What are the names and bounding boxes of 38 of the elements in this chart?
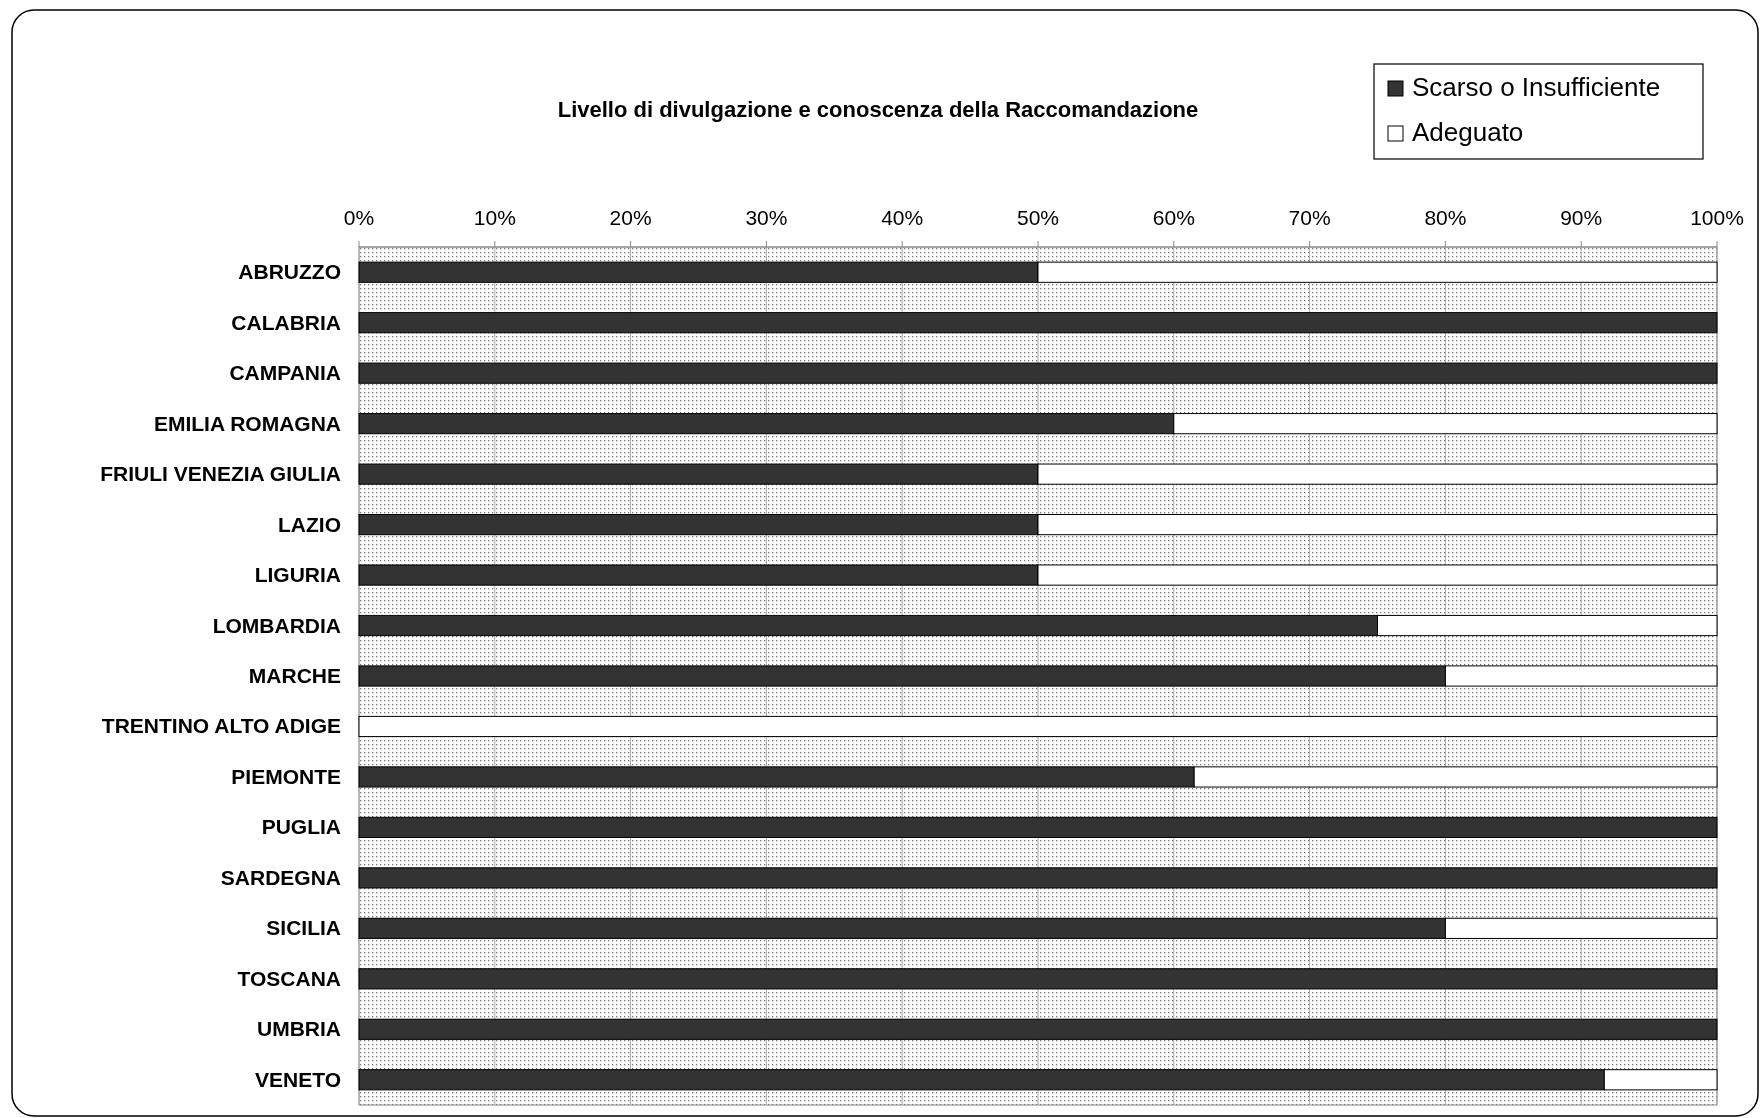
bar	[358, 1018, 1718, 1040]
bar	[358, 816, 1718, 839]
x-tick-label: 50%	[1016, 206, 1060, 229]
y-tick-label: ABRUZZO	[238, 260, 341, 284]
y-tick-label: MARCHE	[248, 664, 341, 687]
y-tick-label: CAMPANIA	[229, 361, 341, 385]
x-tick-label: 20%	[609, 206, 652, 229]
y-tick-label: VENETO	[255, 1067, 341, 1091]
bar	[358, 312, 1718, 334]
y-tick-label: PUGLIA	[261, 815, 341, 839]
y-tick-label: EMILIA ROMAGNA	[153, 411, 341, 435]
y-tick-label: TRENTINO ALTO ADIGE	[101, 714, 341, 738]
legend-label: Scarso o Insufficiente	[1412, 72, 1661, 102]
bar	[358, 715, 1718, 738]
chart-title: Livello di divulgazione e conoscenza della Raccomandazione	[557, 97, 1199, 122]
bar	[358, 362, 1718, 384]
y-tick-label: LOMBARDIA	[212, 613, 341, 637]
x-tick-label: 100%	[1690, 206, 1744, 229]
x-tick-label: 10%	[473, 206, 516, 229]
y-tick-label: TOSCANA	[237, 966, 341, 990]
x-tick-label: 70%	[1288, 206, 1331, 229]
x-tick-label: 60%	[1152, 206, 1195, 229]
legend-label: Adeguato	[1412, 117, 1524, 147]
y-tick-label: CALABRIA	[231, 310, 341, 334]
y-tick-label: FRIULI VENEZIA GIULIA	[100, 462, 341, 486]
x-tick-label: 90%	[1560, 206, 1603, 229]
x-tick-label: 80%	[1424, 206, 1467, 229]
y-tick-label: UMBRIA	[257, 1017, 341, 1041]
y-tick-label: SICILIA	[266, 916, 341, 940]
y-tick-label: SARDEGNA	[220, 865, 341, 889]
bar	[358, 968, 1718, 990]
bar	[358, 867, 1718, 889]
x-tick-label: 30%	[745, 206, 788, 229]
x-tick-label: 0%	[343, 206, 375, 229]
x-tick-label: 40%	[881, 206, 924, 229]
y-tick-label: LIGURIA	[254, 563, 341, 587]
y-tick-label: LAZIO	[278, 512, 341, 536]
y-tick-label: PIEMONTE	[231, 764, 341, 788]
